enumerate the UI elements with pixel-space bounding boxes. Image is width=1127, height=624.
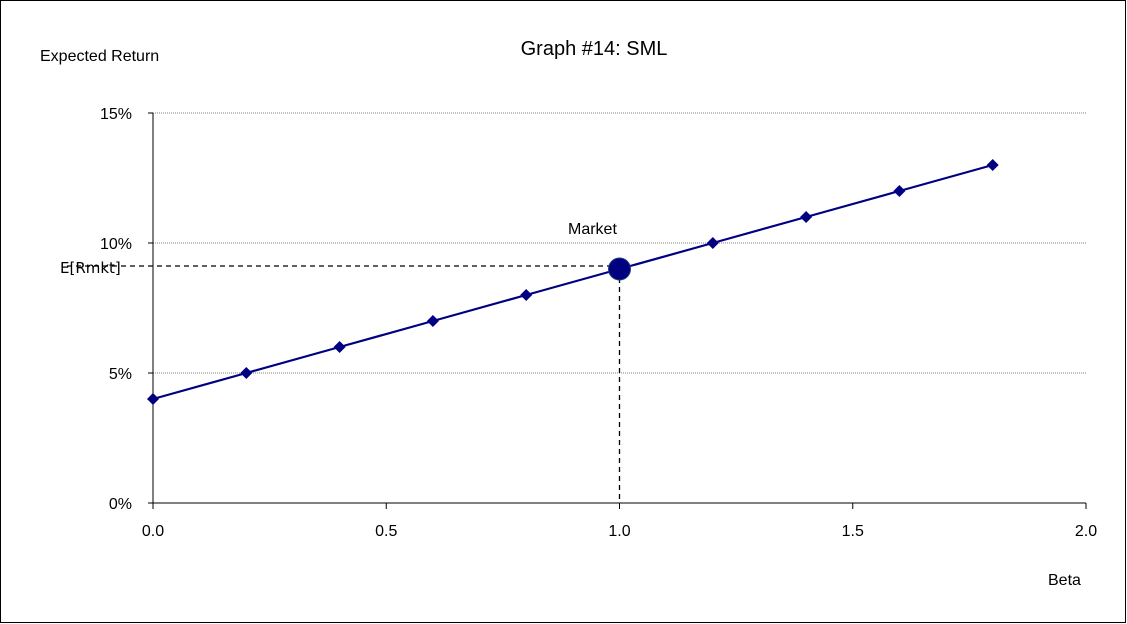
data-point-diamond — [240, 367, 253, 379]
market-label: Market — [568, 221, 617, 238]
y-tick-label: 10% — [100, 236, 132, 253]
data-point-diamond — [986, 159, 999, 171]
x-tick-label: 0.5 — [375, 523, 397, 540]
x-tick-label: 2.0 — [1075, 523, 1097, 540]
data-point-diamond — [147, 393, 159, 405]
data-point-diamond — [893, 185, 906, 197]
series — [147, 159, 999, 405]
y-tick-label: 5% — [109, 366, 132, 383]
sml-line — [152, 163, 993, 401]
data-point-diamond — [706, 237, 719, 249]
axes — [148, 112, 1087, 509]
tick-labels: 0% 5% 10% 15% 0.0 0.5 1.0 1.5 2.0 — [100, 106, 1097, 540]
market-point — [608, 257, 631, 281]
y-tick-label: 15% — [100, 106, 132, 123]
x-tick-label: 0.0 — [142, 523, 164, 540]
market-guides — [67, 265, 621, 503]
e-rmkt-label: E[Rmkt] — [60, 259, 121, 277]
data-point-diamond — [333, 341, 346, 353]
data-point-diamond — [426, 315, 439, 327]
x-tick-label: 1.5 — [842, 523, 864, 540]
data-point-diamond — [520, 289, 533, 301]
y-tick-label: 0% — [109, 496, 132, 513]
x-tick-label: 1.0 — [608, 523, 630, 540]
y-axis-label: Expected Return — [40, 48, 159, 65]
data-point-diamond — [800, 211, 813, 223]
chart-title: Graph #14: SML — [521, 38, 668, 60]
x-axis-label: Beta — [1048, 572, 1081, 589]
